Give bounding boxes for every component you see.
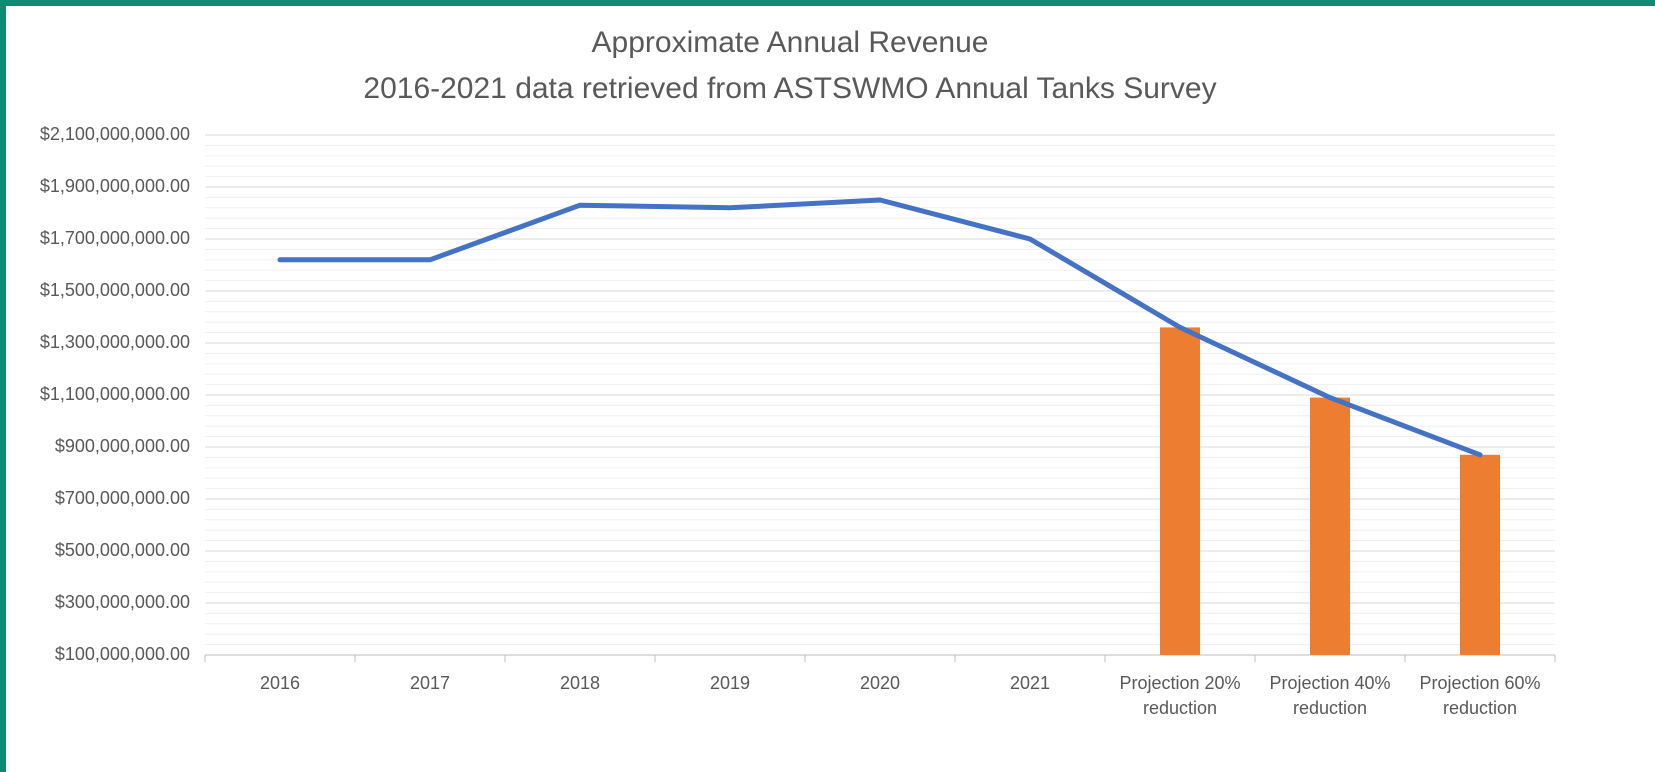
x-tick-label-line: Projection 40% <box>1269 673 1390 693</box>
x-tick-label: Projection 40% reduction <box>1269 673 1390 718</box>
y-tick-label: $1,500,000,000.00 <box>40 280 190 300</box>
x-tick-label-line: Projection 60% <box>1419 673 1540 693</box>
x-tick-label: Projection 20% reduction <box>1119 673 1240 718</box>
line <box>277 197 1483 458</box>
y-tick-label: $100,000,000.00 <box>55 644 190 664</box>
x-tick-label: 2021 <box>1010 673 1050 693</box>
x-tick-label: 2020 <box>860 673 900 693</box>
x-tick-label: 2016 <box>260 673 300 693</box>
x-tick-label: Projection 60% reduction <box>1419 673 1540 718</box>
x-tick-label-line: Projection 20% <box>1119 673 1240 693</box>
y-tick-label: $2,100,000,000.00 <box>40 124 190 144</box>
bar <box>1460 454 1500 655</box>
x-tick-label-line: reduction <box>1143 698 1217 718</box>
bar <box>1160 327 1200 655</box>
x-tick-label: 2017 <box>410 673 450 693</box>
x-tick-label-line: reduction <box>1293 698 1367 718</box>
bar <box>1310 397 1350 655</box>
chart-subtitle: 2016-2021 data retrieved from ASTSWMO An… <box>363 72 1216 105</box>
x-tick-label: 2018 <box>560 673 600 693</box>
y-tick-label: $1,300,000,000.00 <box>40 332 190 352</box>
y-tick-label: $1,100,000,000.00 <box>40 384 190 404</box>
chart-title: Approximate Annual Revenue <box>592 26 989 59</box>
y-tick-label: $500,000,000.00 <box>55 540 190 560</box>
y-tick-label: $700,000,000.00 <box>55 488 190 508</box>
y-tick-label: $300,000,000.00 <box>55 592 190 612</box>
x-tick-label-line: reduction <box>1443 698 1517 718</box>
y-tick-label: $1,700,000,000.00 <box>40 228 190 248</box>
y-tick-label: $1,900,000,000.00 <box>40 176 190 196</box>
x-tick-label: 2019 <box>710 673 750 693</box>
y-tick-label: $900,000,000.00 <box>55 436 190 456</box>
